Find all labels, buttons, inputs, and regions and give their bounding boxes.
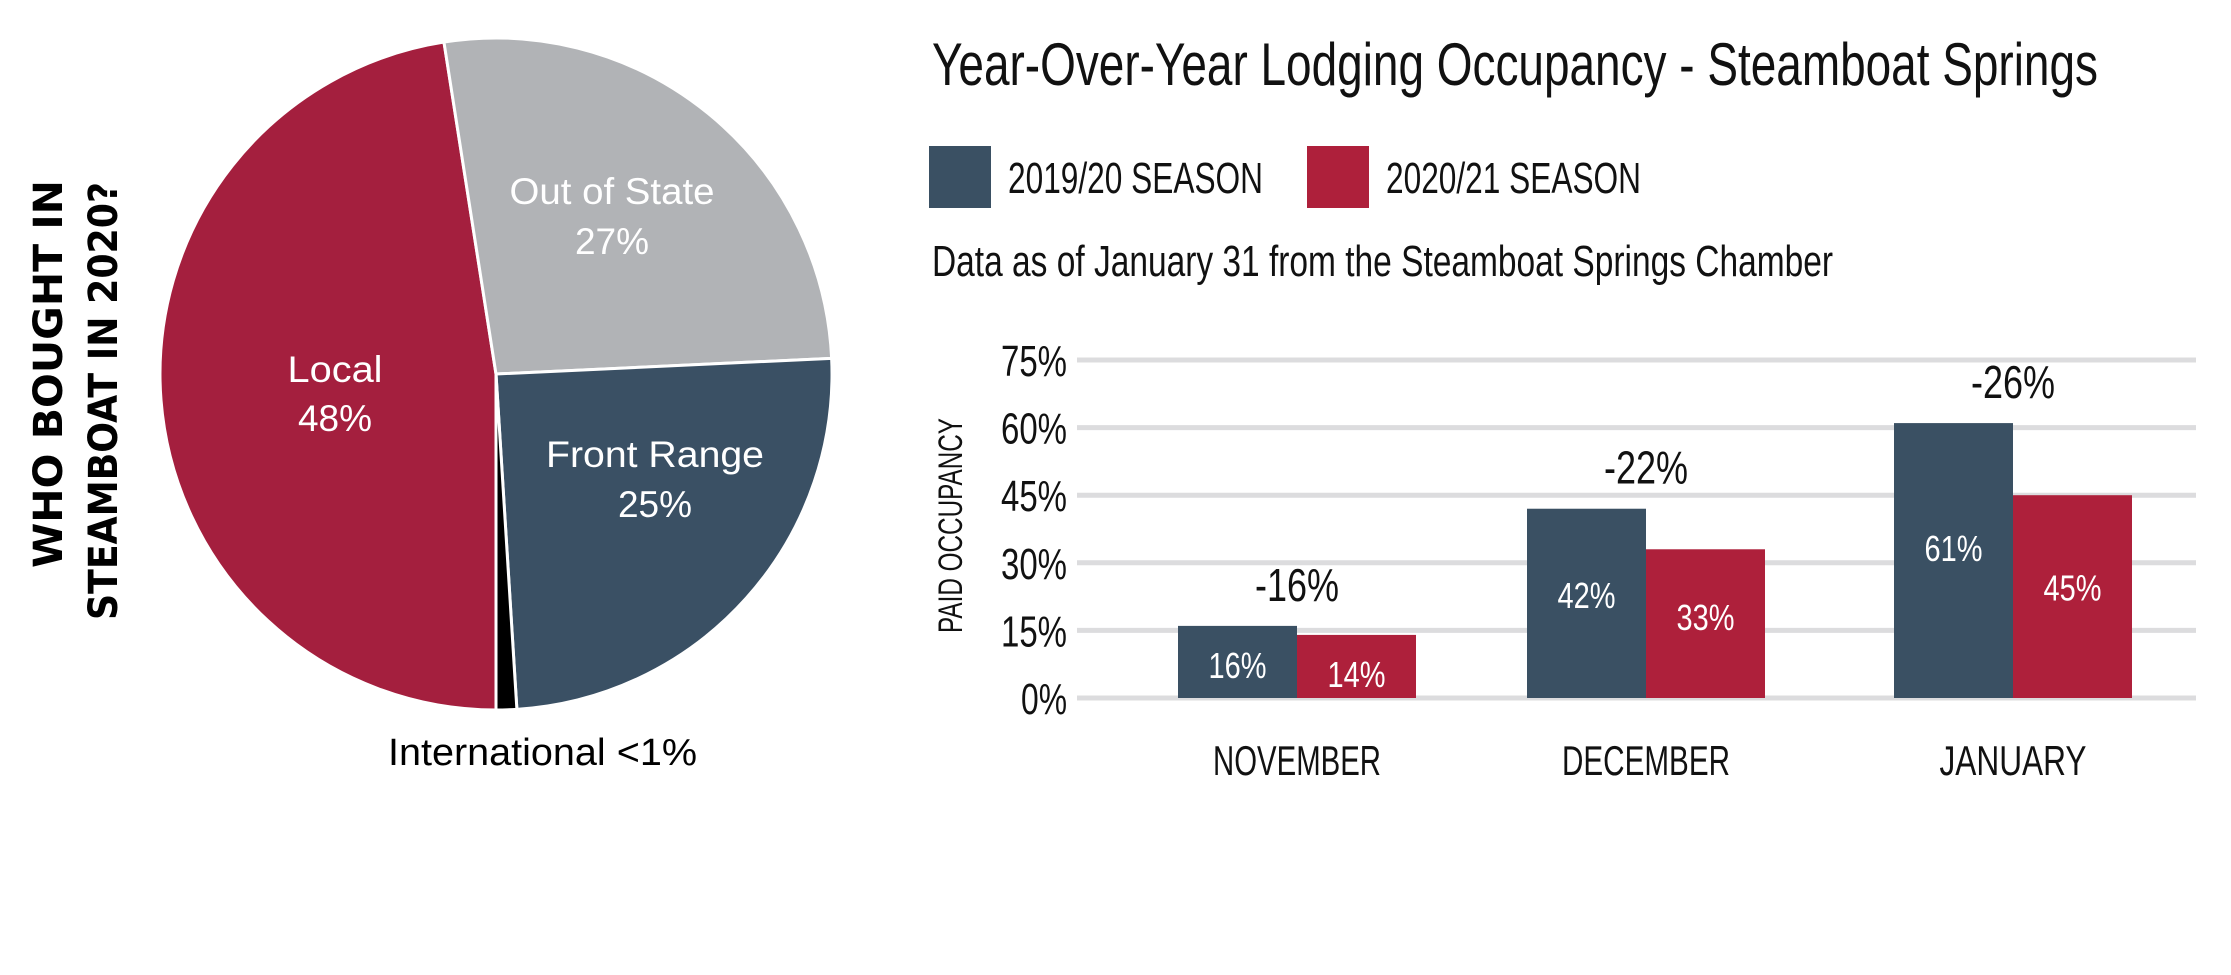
pie-slice-front-range bbox=[494, 356, 834, 711]
bars bbox=[1178, 423, 2132, 698]
y-tick-label-60: 60% bbox=[1001, 405, 1067, 454]
y-axis-label: PAID OCCUPANCY bbox=[932, 418, 970, 633]
bar-january-2019-20-season bbox=[1894, 423, 2013, 698]
pie-slice-international bbox=[494, 372, 519, 712]
pie-slice-out-of-state bbox=[442, 36, 834, 376]
legend-label-2019-20: 2019/20 SEASON bbox=[1008, 154, 1263, 203]
bar-chart-subtitle: Data as of January 31 from the Steamboat… bbox=[932, 237, 1833, 286]
bar-value-labels: 16% 14% 42% 33% 61% 45% bbox=[1209, 528, 2102, 695]
bar-value-label-november-2019-20-season: 16% bbox=[1209, 645, 1267, 686]
legend-swatch-2020-21 bbox=[1307, 146, 1369, 208]
bar-value-label-january-2019-20-season: 61% bbox=[1925, 528, 1983, 569]
legend-item-2020-21: 2020/21 SEASON bbox=[1307, 146, 1641, 208]
x-tick-label-december: DECEMBER bbox=[1562, 737, 1730, 784]
change-labels: -16% -22% -26% bbox=[1255, 356, 2055, 611]
pie-labels: Local 48% Out of State 27% Front Range 25% bbox=[288, 171, 765, 525]
bar-january-2020-21-season bbox=[2013, 495, 2132, 698]
change-label-november: -16% bbox=[1255, 559, 1339, 611]
y-tick-label-75: 75% bbox=[1001, 337, 1067, 386]
legend-label-2020-21: 2020/21 SEASON bbox=[1386, 154, 1641, 203]
change-label-january: -26% bbox=[1971, 356, 2055, 408]
pie-label-out-of-state: Out of State bbox=[510, 171, 715, 212]
pie-slice-local bbox=[158, 40, 498, 712]
bar-value-label-november-2020-21-season: 14% bbox=[1328, 654, 1386, 695]
change-label-december: -22% bbox=[1604, 442, 1688, 494]
bar-november-2020-21-season bbox=[1297, 634, 1416, 698]
bar-december-2020-21-season bbox=[1646, 549, 1765, 698]
y-tick-labels: 0% 15% 30% 45% 60% 75% bbox=[1001, 337, 1067, 724]
x-tick-label-november: NOVEMBER bbox=[1213, 737, 1381, 784]
y-tick-label-30: 30% bbox=[1001, 540, 1067, 589]
pie-label-international: International <1% bbox=[388, 732, 697, 774]
x-tick-label-january: JANUARY bbox=[1940, 737, 2087, 784]
legend-item-2019-20: 2019/20 SEASON bbox=[929, 146, 1263, 208]
pie-title-line-2: STEAMBOAT IN 2020? bbox=[81, 182, 127, 620]
pie-title-line-1: WHO BOUGHT IN bbox=[26, 180, 72, 568]
pie-slices bbox=[158, 36, 834, 712]
pie-label-front-range: Front Range bbox=[546, 434, 764, 475]
pie-label-local: Local bbox=[288, 349, 383, 390]
pie-value-local: 48% bbox=[298, 398, 372, 439]
y-tick-label-15: 15% bbox=[1001, 607, 1067, 656]
bar-value-label-december-2019-20-season: 42% bbox=[1558, 575, 1616, 616]
x-tick-labels: NOVEMBER DECEMBER JANUARY bbox=[1213, 737, 2087, 784]
bar-chart-section: Year-Over-Year Lodging Occupancy - Steam… bbox=[929, 31, 2196, 784]
y-tick-label-45: 45% bbox=[1001, 472, 1067, 521]
bar-december-2019-20-season bbox=[1527, 508, 1646, 698]
pie-chart-section: WHO BOUGHT IN STEAMBOAT IN 2020? Local 48… bbox=[26, 36, 834, 774]
bar-value-label-january-2020-21-season: 45% bbox=[2044, 567, 2102, 608]
bar-value-label-december-2020-21-season: 33% bbox=[1677, 597, 1735, 638]
bar-chart-title: Year-Over-Year Lodging Occupancy - Steam… bbox=[932, 31, 2098, 98]
bar-november-2019-20-season bbox=[1178, 625, 1297, 698]
pie-value-front-range: 25% bbox=[618, 484, 692, 525]
y-tick-label-0: 0% bbox=[1021, 675, 1067, 724]
legend: 2019/20 SEASON 2020/21 SEASON bbox=[929, 146, 1641, 208]
legend-swatch-2019-20 bbox=[929, 146, 991, 208]
pie-value-out-of-state: 27% bbox=[575, 221, 649, 262]
